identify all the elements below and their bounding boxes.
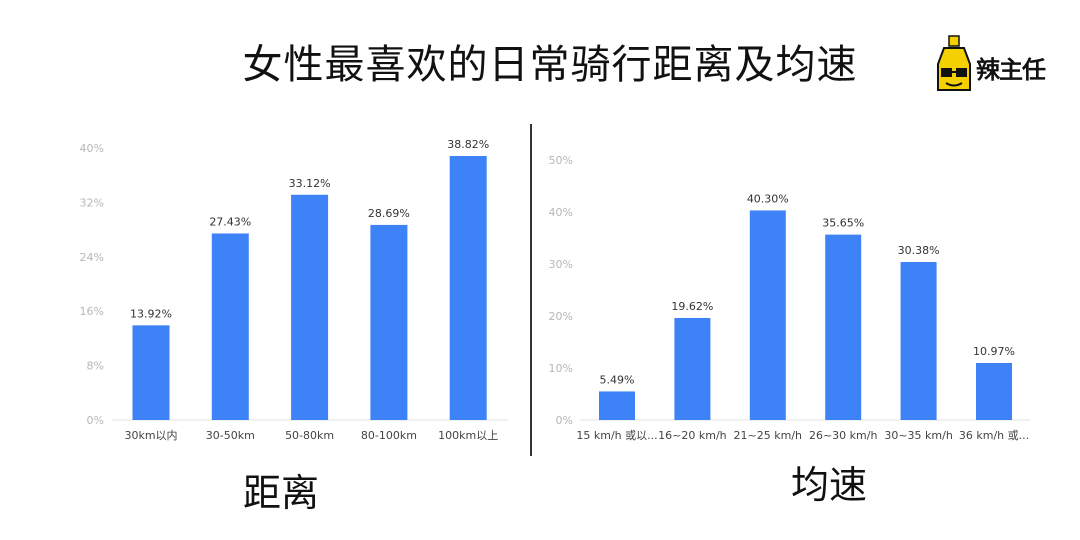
distance-value-label: 13.92% — [130, 307, 172, 320]
speed-category-label: 15 km/h 或以... — [576, 429, 657, 442]
logo: 辣主任 — [930, 34, 1060, 104]
speed-category-label: 16~20 km/h — [658, 429, 726, 442]
distance-bar-chart: 0% 8% 16% 24% 32% 40% 13.92% 30km以内 27.43% 30-50k… — [80, 138, 508, 442]
distance-ytick-label: 0% — [87, 414, 104, 427]
distance-bar — [449, 156, 487, 421]
distance-value-label: 33.12% — [289, 177, 331, 190]
speed-bar — [825, 234, 862, 420]
speed-value-label: 40.30% — [747, 192, 789, 205]
distance-ytick-label: 8% — [87, 360, 104, 373]
distance-bar — [132, 325, 170, 420]
distance-category-label: 30km以内 — [124, 428, 177, 442]
distance-ytick-label: 32% — [80, 196, 104, 209]
speed-category-label: 21~25 km/h — [734, 429, 802, 442]
speed-category-label: 30~35 km/h — [884, 429, 952, 442]
speed-ytick-label: 20% — [549, 310, 573, 323]
speed-chart-title: 均速 — [791, 463, 868, 507]
speed-value-label: 10.97% — [973, 345, 1015, 358]
speed-value-label: 30.38% — [898, 244, 940, 257]
logo-text: 辣主任 — [976, 56, 1046, 84]
speed-bar — [976, 362, 1012, 420]
speed-ytick-label: 10% — [549, 362, 573, 375]
divider — [530, 124, 532, 456]
distance-ytick-label: 24% — [80, 251, 104, 264]
speed-value-label: 35.65% — [822, 217, 864, 230]
distance-category-label: 30-50km — [206, 429, 255, 442]
distance-ytick-label: 40% — [80, 142, 104, 155]
distance-value-label: 28.69% — [368, 207, 410, 220]
speed-bar — [599, 391, 635, 420]
distance-bar — [211, 233, 249, 420]
speed-bar — [674, 317, 711, 420]
mascot-icon — [937, 35, 971, 91]
speed-category-label: 36 km/h 或... — [959, 429, 1029, 442]
speed-category-label: 26~30 km/h — [809, 429, 877, 442]
speed-ytick-label: 0% — [556, 414, 573, 427]
page-title: 女性最喜欢的日常骑行距离及均速 — [242, 42, 858, 88]
distance-chart-title: 距离 — [243, 471, 320, 515]
speed-ytick-label: 40% — [549, 206, 573, 219]
speed-bar-chart: 0% 10% 20% 30% 40% 50% 5.49% 15 km/h 或以... 19.62… — [549, 154, 1030, 442]
speed-bar — [900, 262, 937, 420]
speed-ytick-label: 50% — [549, 154, 573, 167]
distance-category-label: 50-80km — [285, 429, 334, 442]
speed-value-label: 5.49% — [600, 373, 635, 386]
distance-category-label: 80-100km — [361, 429, 417, 442]
speed-value-label: 19.62% — [671, 300, 713, 313]
distance-bar — [370, 224, 408, 420]
distance-category-label: 100km以上 — [438, 429, 498, 442]
distance-ytick-label: 16% — [80, 305, 104, 318]
distance-value-label: 38.82% — [447, 138, 489, 151]
distance-value-label: 27.43% — [209, 215, 251, 228]
speed-bar — [749, 210, 786, 420]
speed-ytick-label: 30% — [549, 258, 573, 271]
distance-bar — [291, 194, 329, 420]
